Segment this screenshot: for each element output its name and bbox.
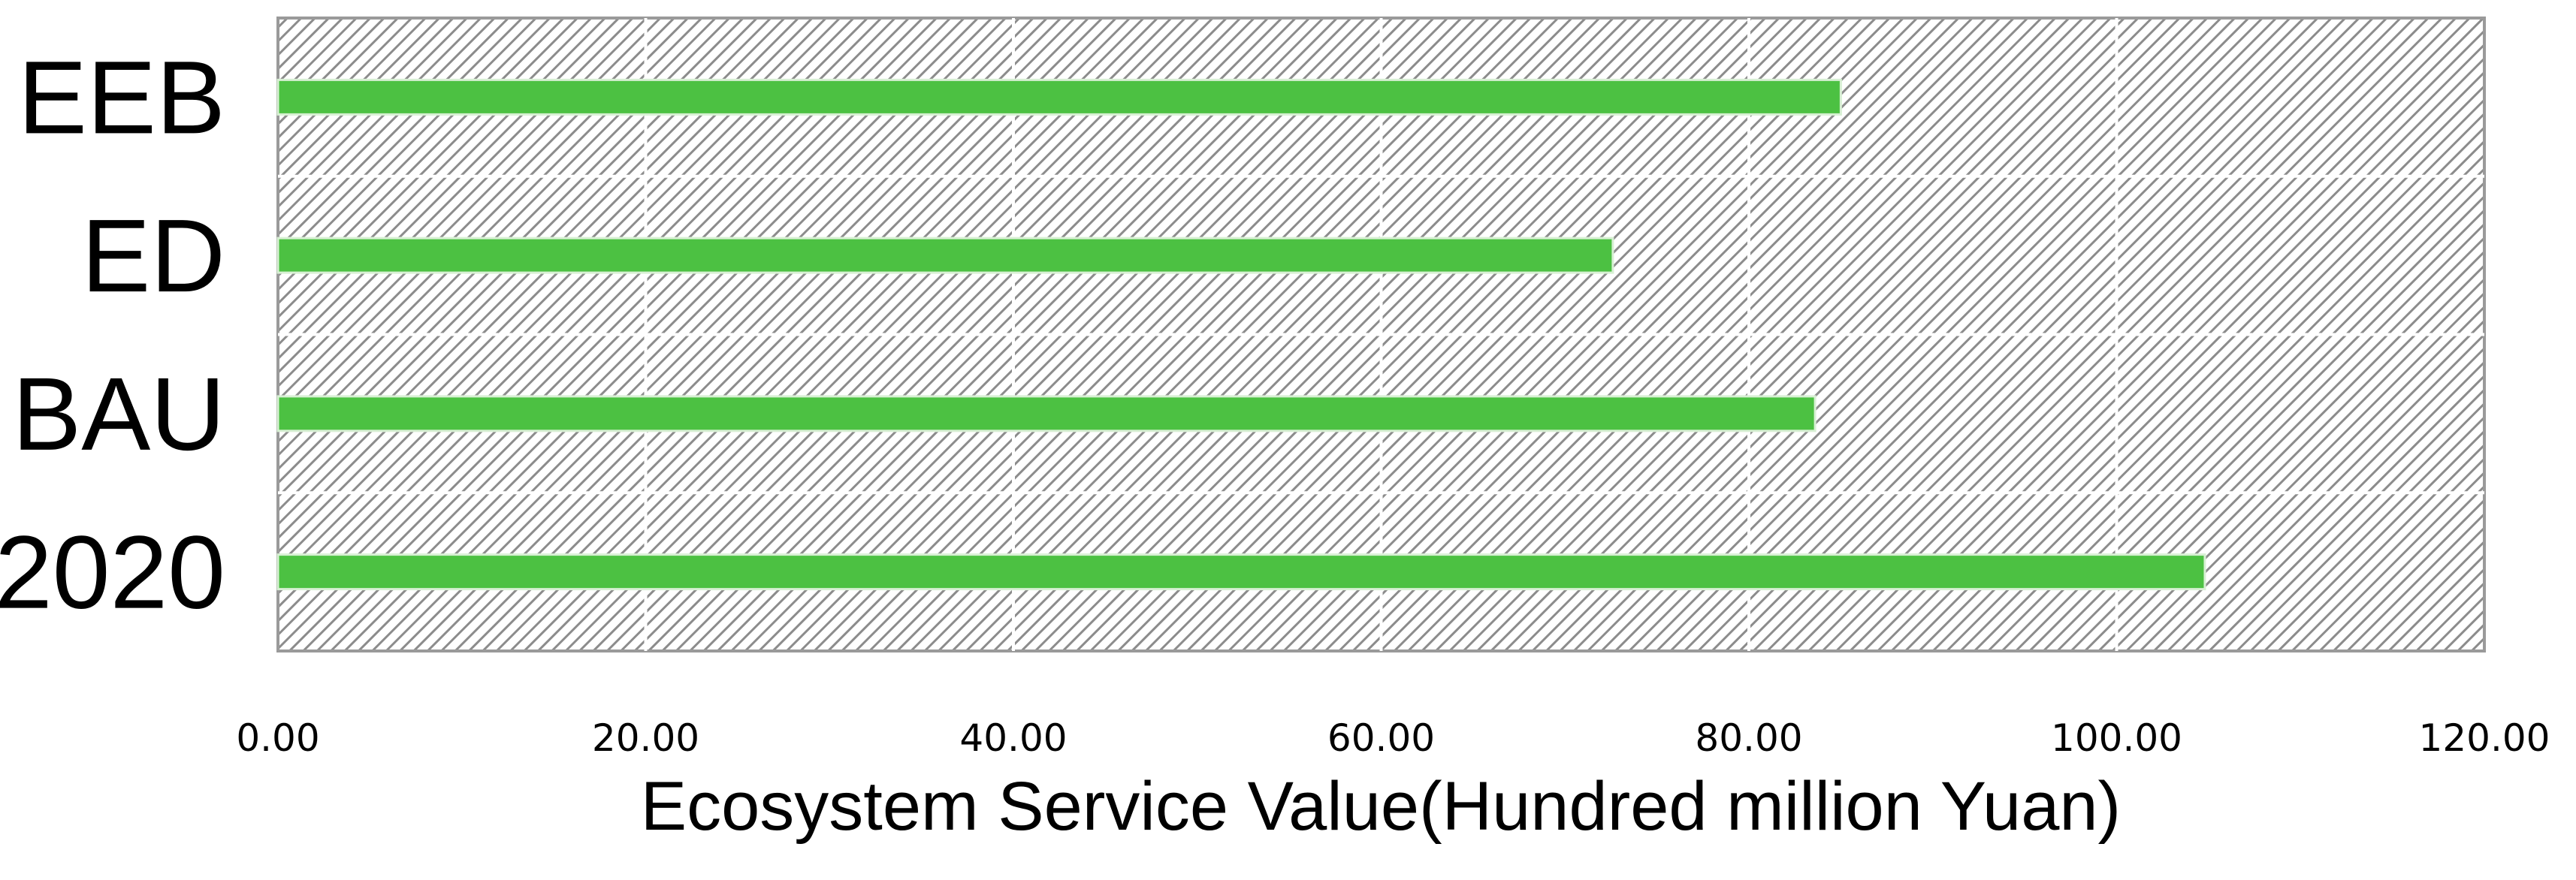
category-label: EEB — [18, 40, 225, 155]
x-tick-label: 40.00 — [959, 716, 1067, 760]
x-axis-title: Ecosystem Service Value(Hundred million … — [641, 768, 2121, 845]
x-tick-label: 0.00 — [236, 716, 319, 760]
x-tick-label: 100.00 — [2051, 716, 2182, 760]
bar — [276, 78, 1842, 116]
gridlines — [278, 18, 2484, 651]
x-tick-label: 20.00 — [592, 716, 699, 760]
x-tick-labels: 0.00 20.00 40.00 60.00 80.00 100.00 120.00 — [236, 716, 2550, 760]
category-label: 2020 — [0, 515, 225, 631]
bar — [276, 553, 2206, 591]
bar — [276, 237, 1614, 274]
x-tick-label: 60.00 — [1327, 716, 1435, 760]
x-tick-label: 80.00 — [1695, 716, 1802, 760]
bars — [276, 78, 2206, 591]
category-label: BAU — [12, 357, 225, 472]
x-tick-label: 120.00 — [2419, 716, 2550, 760]
bar — [276, 395, 1816, 432]
category-label: ED — [81, 198, 225, 314]
category-labels: EEB ED BAU 2020 — [0, 40, 225, 630]
